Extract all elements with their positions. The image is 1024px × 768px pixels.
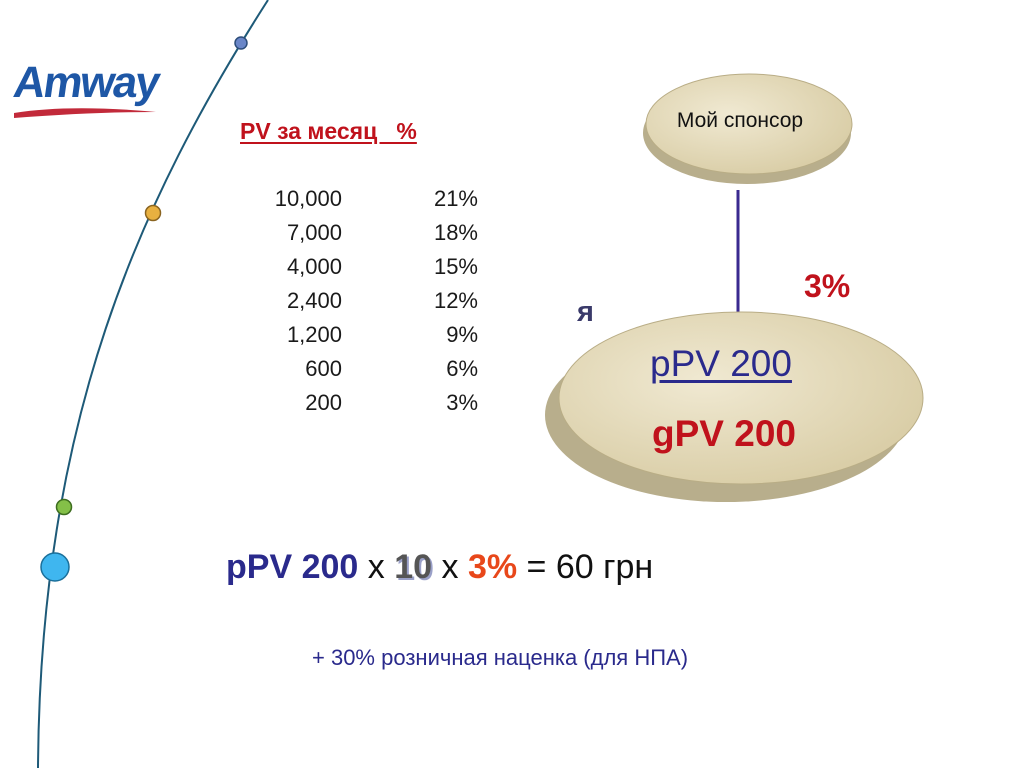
formula-times: х — [358, 548, 395, 586]
pv-value: 4,000 — [286, 254, 342, 279]
pv-value: 200 — [305, 390, 342, 415]
pv-value: 10,000 — [274, 186, 342, 211]
pv-table-row: 7,000 18% — [232, 220, 482, 254]
pct-value: 6% — [446, 356, 478, 381]
pv-table-row: 2,400 12% — [232, 288, 482, 322]
sponsor-oval — [645, 73, 853, 175]
pv-value: 1,200 — [286, 322, 342, 347]
pv-table-row: 600 6% — [232, 356, 482, 390]
decorative-dot-cyan — [40, 552, 70, 582]
logo-swoosh — [14, 108, 156, 118]
decorative-dot-orange — [144, 204, 162, 222]
sponsor-label: Мой спонсор — [676, 109, 804, 132]
pv-table-row: 4,000 15% — [232, 254, 482, 288]
pv-table-row: 10,000 21% — [232, 186, 482, 220]
bonus-percent-label: 3% — [804, 268, 851, 304]
ppv-label: pPV 200 — [650, 343, 792, 384]
pv-table-row: 200 3% — [232, 390, 482, 424]
pv-value: 7,000 — [286, 220, 342, 245]
pv-table-header: PV за месяц % — [240, 118, 417, 144]
bonus-formula: pPV 200 х 10 х 3% = 60 грн — [226, 548, 653, 587]
decorative-arc — [37, 0, 269, 768]
pct-value: 12% — [433, 288, 478, 313]
formula-times: х — [432, 548, 468, 586]
pv-table: 10,000 21% 7,000 18% 4,000 15% 2,400 12%… — [232, 186, 482, 424]
pv-table-row: 1,200 9% — [232, 322, 482, 356]
decorative-dot-green — [55, 498, 73, 516]
me-label: я — [577, 296, 594, 328]
pct-value: 9% — [446, 322, 478, 347]
pv-value: 2,400 — [286, 288, 342, 313]
pv-value: 600 — [305, 356, 342, 381]
pct-value: 3% — [446, 390, 478, 415]
retail-markup-note: + 30% розничная наценка (для НПА) — [312, 645, 689, 670]
pct-value: 21% — [433, 186, 478, 211]
formula-percent: 3% — [467, 548, 518, 586]
formula-factor: 10 — [394, 548, 433, 586]
pct-value: 18% — [433, 220, 478, 245]
gpv-label: gPV 200 — [652, 413, 796, 454]
formula-ppv: pPV 200 — [226, 548, 359, 586]
logo-text: Amway — [10, 58, 162, 107]
me-oval — [558, 311, 924, 485]
decorative-dot-blue — [234, 36, 248, 50]
amway-logo: Amway — [11, 52, 174, 122]
formula-result: = 60 грн — [517, 548, 654, 586]
pct-value: 15% — [433, 254, 478, 279]
